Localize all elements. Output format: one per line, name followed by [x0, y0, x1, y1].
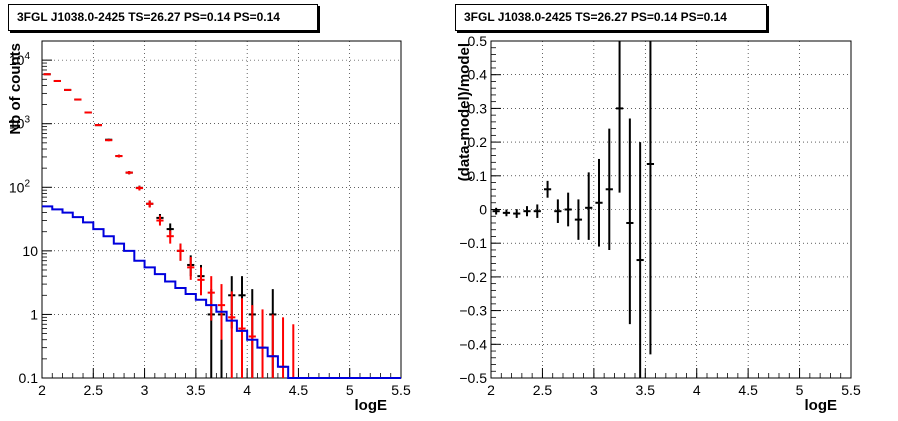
data-point — [84, 111, 92, 114]
data-point — [43, 73, 51, 76]
data-point — [502, 209, 511, 217]
chart-title-right: 3FGL J1038.0-2425 TS=26.27 PS=0.14 PS=0.… — [455, 4, 767, 31]
y-tick-label: −0.4 — [459, 336, 487, 352]
y-axis-label: Nb of counts — [7, 43, 24, 135]
y-tick-base: 10 — [9, 116, 25, 132]
y-tick-exponent: 2 — [24, 178, 30, 189]
x-tick-label: 3 — [141, 382, 149, 398]
data-point — [615, 41, 624, 193]
data-point — [636, 142, 644, 378]
x-tick-label: 4.5 — [289, 382, 309, 398]
data-point — [176, 243, 185, 261]
x-tick-label: 5.5 — [391, 382, 411, 398]
data-point — [564, 192, 572, 227]
y-tick-label: 0.4 — [468, 67, 488, 83]
y-tick-exponent: 4 — [24, 51, 30, 62]
y-tick-label: 1 — [30, 306, 38, 322]
data-point — [554, 199, 562, 223]
series-2 — [42, 205, 401, 379]
y-tick-label: 0.1 — [19, 370, 39, 386]
x-tick-label: 5.5 — [841, 382, 861, 398]
data-point — [626, 118, 634, 325]
y-tick-label: −0.1 — [459, 235, 487, 251]
y-tick-exponent: 3 — [24, 115, 30, 126]
data-point — [646, 41, 655, 355]
data-point — [135, 185, 144, 191]
y-tick-label: −0.3 — [459, 303, 487, 319]
y-tick-label: 0.3 — [468, 100, 488, 116]
x-tick-label: 4 — [693, 382, 701, 398]
x-axis-label: logE — [805, 397, 838, 414]
data-point — [94, 124, 103, 127]
data-point — [187, 257, 195, 280]
x-tick-label: 2 — [487, 382, 495, 398]
data-point — [238, 298, 246, 378]
y-tick-label: 0.5 — [468, 33, 488, 49]
x-tick-label: 4.5 — [738, 382, 758, 398]
data-point — [595, 158, 603, 247]
data-point — [248, 305, 256, 378]
y-tick-label: 0.1 — [468, 168, 488, 184]
x-tick-label: 2.5 — [533, 382, 553, 398]
y-tick-label: 102 — [9, 178, 31, 195]
y-tick-base: 10 — [9, 52, 25, 68]
x-tick-label: 2 — [38, 382, 46, 398]
y-tick-base: 10 — [9, 179, 25, 195]
data-point — [125, 171, 133, 175]
data-point — [585, 172, 593, 240]
series-1 — [43, 73, 297, 379]
data-point — [64, 88, 72, 91]
data-point — [523, 206, 531, 217]
x-tick-label: 5 — [346, 382, 354, 398]
data-point — [53, 79, 61, 82]
data-point — [228, 291, 236, 378]
chart-title-left: 3FGL J1038.0-2425 TS=26.27 PS=0.14 PS=0.… — [8, 4, 318, 31]
x-tick-label: 3 — [590, 382, 598, 398]
x-tick-label: 3.5 — [636, 382, 656, 398]
y-tick-label: 104 — [9, 51, 31, 68]
data-point — [543, 180, 552, 198]
data-point — [146, 200, 154, 208]
data-point — [197, 267, 205, 296]
x-tick-label: 2.5 — [84, 382, 104, 398]
data-point — [513, 209, 521, 218]
data-point — [533, 204, 541, 218]
model-step-line — [42, 205, 401, 379]
series-0 — [492, 41, 655, 378]
data-point — [156, 215, 164, 226]
x-tick-label: 3.5 — [186, 382, 206, 398]
data-point — [492, 207, 500, 215]
data-point — [105, 139, 113, 142]
data-point — [166, 230, 174, 244]
data-point — [207, 276, 215, 321]
residuals-panel: 2 2.5 3 3.5 4 4.5 5 5.5 −0.5 −0.4 −0.3 −0.2 −0.1 0 0.1… — [456, 33, 861, 414]
y-tick-label: −0.5 — [459, 370, 487, 386]
x-tick-label: 4 — [243, 382, 251, 398]
data-point — [74, 98, 82, 101]
y-tick-label: −0.2 — [459, 269, 487, 285]
y-axis-label: (data-model)/model — [456, 43, 473, 181]
data-point — [574, 199, 583, 240]
x-axis-label: logE — [355, 397, 388, 414]
y-tick-label: 10 — [22, 243, 38, 259]
y-tick-label: 103 — [9, 115, 31, 132]
y-tick-label: 0 — [479, 202, 487, 218]
x-tick-label: 5 — [796, 382, 804, 398]
data-point — [115, 154, 123, 158]
data-point — [605, 128, 613, 250]
y-tick-label: 0.2 — [468, 134, 488, 150]
